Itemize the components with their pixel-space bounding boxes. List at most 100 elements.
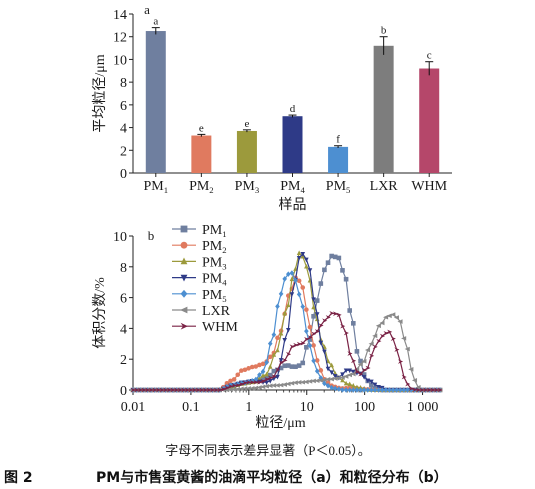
data-point (372, 387, 378, 392)
data-point (170, 388, 176, 393)
data-point (300, 285, 306, 290)
data-point (202, 387, 208, 393)
data-point (166, 387, 172, 393)
data-point (379, 333, 386, 339)
legend-label: PM1 (202, 223, 227, 239)
x-tick-label: 0.1 (182, 400, 200, 415)
data-point (361, 386, 367, 392)
bar-chart-panel-a: a 0 2 4 6 8 10 12 14 a PM1 e PM2 e PM3 d PM4 f PM5 b LXR c WHM… (92, 2, 452, 213)
data-point (249, 379, 255, 384)
data-point (369, 387, 374, 393)
data-point (184, 387, 190, 393)
data-point (390, 336, 396, 341)
data-point (390, 312, 396, 317)
data-point (253, 379, 259, 384)
data-point (137, 387, 143, 393)
data-point (426, 387, 432, 393)
data-point (387, 387, 392, 392)
data-point (177, 387, 183, 393)
data-point (166, 387, 172, 392)
data-point (249, 386, 255, 391)
significance-letter: e (199, 122, 204, 134)
data-point (292, 380, 298, 385)
data-point (217, 387, 222, 393)
data-point (228, 384, 234, 389)
data-point (145, 387, 150, 393)
data-point (282, 310, 287, 316)
series-pm1 (130, 253, 443, 393)
data-point (260, 378, 266, 384)
data-point (174, 388, 179, 393)
data-point (134, 387, 139, 392)
significance-letter: c (427, 50, 432, 62)
data-point (257, 379, 263, 385)
data-point (325, 376, 331, 382)
data-point (141, 387, 147, 393)
data-point (376, 386, 381, 392)
data-point (405, 388, 410, 393)
data-point (304, 336, 310, 342)
data-point (390, 387, 396, 393)
data-point (155, 387, 162, 393)
data-point (340, 386, 345, 391)
data-point (311, 304, 316, 310)
data-point (423, 387, 428, 393)
data-point (166, 387, 172, 393)
series-lxr (130, 312, 443, 393)
significance-letter: f (336, 134, 340, 146)
data-point (307, 379, 313, 384)
data-point (278, 360, 284, 365)
data-point (260, 384, 266, 390)
data-point (134, 387, 139, 393)
data-point (365, 378, 371, 384)
data-point (361, 387, 367, 393)
data-point (329, 370, 334, 376)
data-point (372, 344, 378, 350)
data-point (354, 366, 360, 372)
data-point (181, 387, 187, 393)
data-point (198, 387, 204, 393)
series-line (133, 251, 440, 391)
series-pm4 (130, 252, 443, 393)
x-tick-label: PM1 (143, 179, 168, 195)
data-point (224, 384, 230, 389)
data-point (181, 387, 186, 393)
data-point (383, 387, 389, 393)
data-point (332, 376, 338, 381)
data-point (141, 388, 147, 393)
data-point (289, 276, 295, 282)
data-point (228, 383, 233, 388)
data-point (170, 387, 176, 393)
data-point (130, 387, 136, 393)
data-point (351, 321, 356, 326)
data-point (311, 313, 316, 319)
data-point (289, 270, 295, 276)
data-point (340, 323, 346, 329)
series-pm3 (130, 250, 443, 392)
data-point (430, 387, 436, 393)
data-point (228, 383, 233, 389)
data-point (358, 358, 363, 364)
data-point (249, 378, 255, 384)
legend-label: PM5 (202, 288, 227, 304)
y-tick-label: 8 (120, 76, 127, 91)
data-point (264, 377, 270, 382)
data-point (246, 379, 251, 385)
data-point (130, 387, 136, 393)
data-point (174, 387, 179, 393)
data-point (437, 387, 443, 392)
data-point (253, 378, 259, 384)
data-point (318, 375, 324, 381)
data-point (151, 387, 157, 393)
data-point (163, 387, 168, 393)
data-point (426, 387, 432, 393)
data-point (343, 385, 349, 391)
data-point (202, 388, 208, 393)
data-point (242, 380, 248, 386)
data-point (245, 386, 251, 391)
data-point (220, 386, 226, 391)
data-point (397, 319, 403, 324)
data-point (184, 387, 190, 393)
data-point (130, 387, 136, 393)
data-point (296, 250, 302, 255)
